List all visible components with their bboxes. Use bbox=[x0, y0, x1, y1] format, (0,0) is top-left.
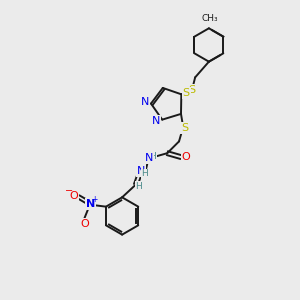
Text: CH₃: CH₃ bbox=[202, 14, 218, 23]
Text: S: S bbox=[189, 85, 196, 95]
Text: O: O bbox=[80, 219, 89, 229]
Text: H: H bbox=[135, 182, 142, 191]
Text: S: S bbox=[183, 88, 190, 98]
Text: O: O bbox=[69, 191, 78, 201]
Text: N: N bbox=[144, 153, 153, 163]
Text: +: + bbox=[91, 195, 98, 204]
Text: S: S bbox=[182, 123, 188, 133]
Text: H: H bbox=[149, 152, 156, 160]
Text: N: N bbox=[152, 116, 160, 126]
Text: N: N bbox=[136, 166, 145, 176]
Text: N: N bbox=[85, 199, 95, 209]
Text: H: H bbox=[141, 169, 148, 178]
Text: O: O bbox=[182, 152, 190, 162]
Text: −: − bbox=[64, 186, 73, 196]
Text: N: N bbox=[141, 97, 149, 106]
